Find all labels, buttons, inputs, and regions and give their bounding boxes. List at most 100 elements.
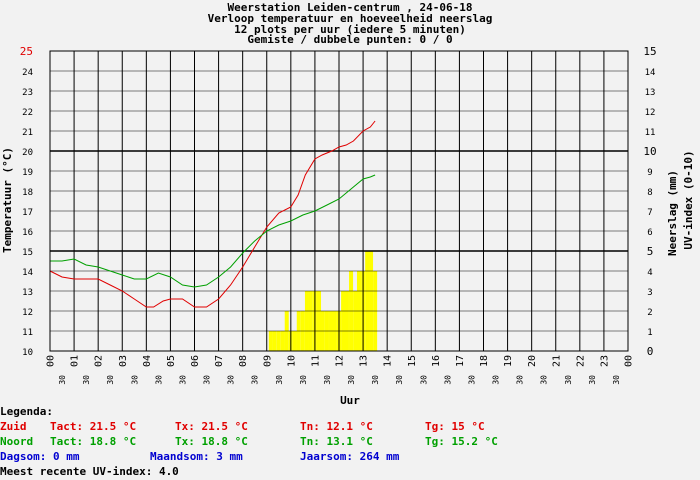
title-line-plots: 12 plots per uur (iedere 5 minuten)	[234, 23, 466, 36]
y-tick-right: 10	[643, 145, 656, 158]
rain-bar	[365, 251, 370, 351]
x-tick-half: 30	[154, 375, 163, 385]
x-tick-hour: 10	[286, 355, 297, 367]
y-tick-left: 15	[22, 248, 33, 258]
chart-grid	[49, 50, 629, 352]
rain-bar	[304, 291, 309, 351]
x-tick-half: 30	[299, 375, 308, 385]
legend-dagsom: Dagsom: 0 mm	[0, 450, 80, 463]
legend-label: Zuid	[0, 420, 27, 433]
legend-label: Noord	[0, 435, 34, 448]
y-tick-right: 0	[647, 345, 654, 358]
legend-tn: Tn: 13.1 °C	[300, 435, 373, 448]
y-tick-left: 12	[22, 308, 33, 318]
rain-bar	[292, 331, 297, 351]
x-tick-hour: 00	[46, 355, 57, 367]
x-tick-half: 30	[443, 375, 452, 385]
temperature-rain-chart: Weerstation Leiden-centrum , 24-06-18 Ve…	[1, 1, 695, 404]
legend-heading: Legenda:	[0, 405, 53, 418]
rain-bar	[268, 331, 273, 351]
rain-bar	[308, 291, 313, 351]
chart-axes: 1011121314151617181920212223242501234567…	[20, 45, 657, 385]
x-tick-half: 30	[540, 375, 549, 385]
legend-row-noord: Noord Tact: 18.8 °C Tx: 18.8 °C Tn: 13.1…	[0, 434, 700, 449]
x-tick-half: 30	[58, 375, 67, 385]
x-tick-hour: 05	[166, 355, 177, 367]
y-tick-right: 9	[647, 168, 652, 178]
x-tick-hour: 12	[335, 355, 346, 367]
y-tick-left: 20	[22, 148, 33, 158]
y-axis-label-right-uv: UV-index (0-10)	[682, 150, 695, 249]
x-tick-hour: 02	[94, 355, 105, 367]
y-tick-left: 22	[22, 108, 33, 118]
y-tick-right: 4	[647, 268, 652, 278]
x-tick-half: 30	[371, 375, 380, 385]
x-tick-half: 30	[275, 375, 284, 385]
x-tick-hour: 17	[455, 355, 466, 367]
legend-tact: Tact: 18.8 °C	[50, 435, 137, 448]
x-tick-half: 30	[203, 375, 212, 385]
rain-bar	[276, 331, 281, 351]
legend-row-zuid: Zuid Tact: 21.5 °C Tx: 21.5 °C Tn: 12.1 …	[0, 419, 700, 434]
y-tick-right: 15	[643, 45, 656, 58]
x-tick-hour: 08	[238, 355, 249, 367]
x-tick-half: 30	[130, 375, 139, 385]
y-tick-left: 17	[22, 208, 33, 218]
x-tick-hour: 23	[599, 355, 610, 367]
y-tick-right: 11	[645, 128, 656, 138]
y-tick-right: 3	[647, 288, 652, 298]
series-line-zuid	[49, 120, 376, 308]
x-tick-hour: 07	[214, 355, 225, 367]
rain-bars	[268, 251, 378, 351]
legend-tn: Tn: 12.1 °C	[300, 420, 373, 433]
x-tick-hour: 06	[190, 355, 201, 367]
x-tick-half: 30	[492, 375, 501, 385]
series-line-noord	[50, 174, 376, 288]
chart-title: Weerstation Leiden-centrum , 24-06-18 Ve…	[208, 1, 493, 46]
x-tick-hour: 20	[527, 355, 538, 367]
x-tick-hour: 13	[359, 355, 370, 367]
legend-tx: Tx: 18.8 °C	[175, 435, 248, 448]
x-tick-half: 30	[395, 375, 404, 385]
y-axis-label-left: Temperatuur (°C)	[1, 147, 14, 253]
x-tick-half: 30	[419, 375, 428, 385]
x-tick-hour: 18	[479, 355, 490, 367]
y-tick-right: 2	[647, 308, 652, 318]
y-tick-right: 7	[647, 208, 652, 218]
x-tick-half: 30	[178, 375, 187, 385]
x-tick-half: 30	[588, 375, 597, 385]
y-tick-left: 10	[22, 348, 33, 358]
x-tick-half: 30	[516, 375, 525, 385]
rain-bar	[317, 291, 322, 351]
x-tick-hour: 04	[142, 355, 153, 367]
y-tick-left: 25	[20, 45, 33, 58]
y-axis-label-right-rain: Neerslag (mm)	[666, 170, 679, 256]
x-tick-hour: 15	[407, 355, 418, 367]
y-tick-left: 16	[22, 228, 33, 238]
x-tick-hour: 21	[551, 355, 562, 367]
y-tick-right: 1	[647, 328, 652, 338]
x-tick-half: 30	[82, 375, 91, 385]
y-tick-left: 24	[22, 68, 33, 78]
x-tick-half: 30	[106, 375, 115, 385]
legend-row-rain: Dagsom: 0 mm Maandsom: 3 mm Jaarsom: 264…	[0, 449, 700, 464]
title-line-missing: Gemiste / dubbele punten: 0 / 0	[247, 33, 452, 46]
rain-bar	[272, 331, 277, 351]
x-axis-label: Uur	[340, 394, 360, 404]
y-tick-left: 11	[22, 328, 33, 338]
x-tick-hour: 09	[262, 355, 273, 367]
x-tick-half: 30	[612, 375, 621, 385]
legend-tg: Tg: 15.2 °C	[425, 435, 498, 448]
plot-frame	[49, 50, 629, 352]
x-tick-half: 30	[251, 375, 260, 385]
rain-bar	[344, 291, 349, 351]
x-tick-half: 30	[323, 375, 332, 385]
y-tick-right: 14	[645, 68, 656, 78]
legend: Legenda: Zuid Tact: 21.5 °C Tx: 21.5 °C …	[0, 404, 700, 479]
y-tick-right: 13	[645, 88, 656, 98]
legend-tg: Tg: 15 °C	[425, 420, 485, 433]
rain-bar	[369, 251, 374, 351]
x-tick-half: 30	[467, 375, 476, 385]
y-tick-right: 12	[645, 108, 656, 118]
x-tick-hour: 14	[383, 355, 394, 367]
